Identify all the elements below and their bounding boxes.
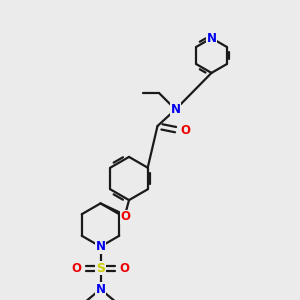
Text: O: O [119,262,129,275]
Text: O: O [120,210,130,223]
Text: O: O [72,262,82,275]
Text: S: S [96,262,105,275]
Text: N: N [170,103,181,116]
Text: N: N [206,32,217,45]
Text: N: N [95,240,106,253]
Text: N: N [95,283,106,296]
Text: O: O [180,124,190,137]
